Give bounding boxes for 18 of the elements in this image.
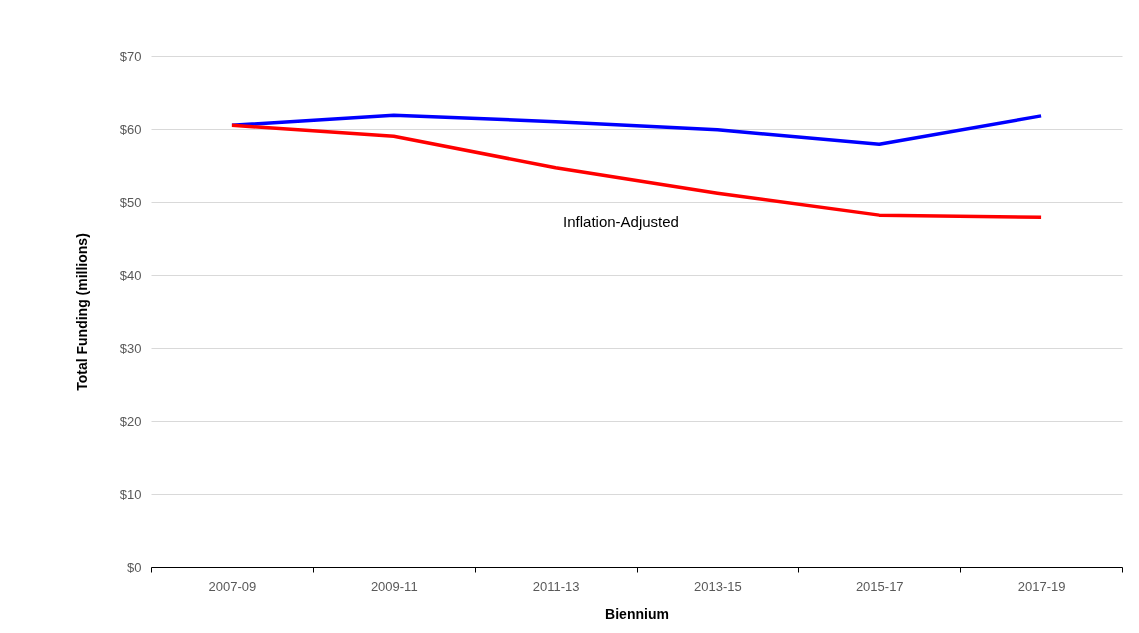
y-tick-label: $40 (119, 267, 142, 283)
y-tick-label: $10 (119, 486, 142, 502)
x-tick-label: 2011-13 (532, 578, 580, 594)
y-tick-label: $50 (119, 194, 142, 210)
y-tick-label: $30 (119, 340, 142, 356)
line-series (230, 113, 1043, 147)
y-tick-label: $60 (119, 121, 142, 137)
annotation: Inflation-Adjusted (563, 213, 679, 230)
y-tick-label: $70 (119, 48, 142, 64)
x-tick-label: 2009-11 (370, 578, 418, 594)
x-tick-label: 2017-19 (1017, 578, 1066, 594)
y-tick-label: $20 (119, 413, 142, 429)
x-tick-label: 2013-15 (694, 578, 742, 594)
x-tick-label: 2015-17 (855, 578, 904, 594)
x-tick-label: 2007-09 (208, 578, 257, 594)
y-axis-title: Total Funding (millions) (73, 233, 90, 391)
x-axis-title: Biennium (605, 605, 669, 622)
y-tick-label: $0 (127, 559, 142, 575)
